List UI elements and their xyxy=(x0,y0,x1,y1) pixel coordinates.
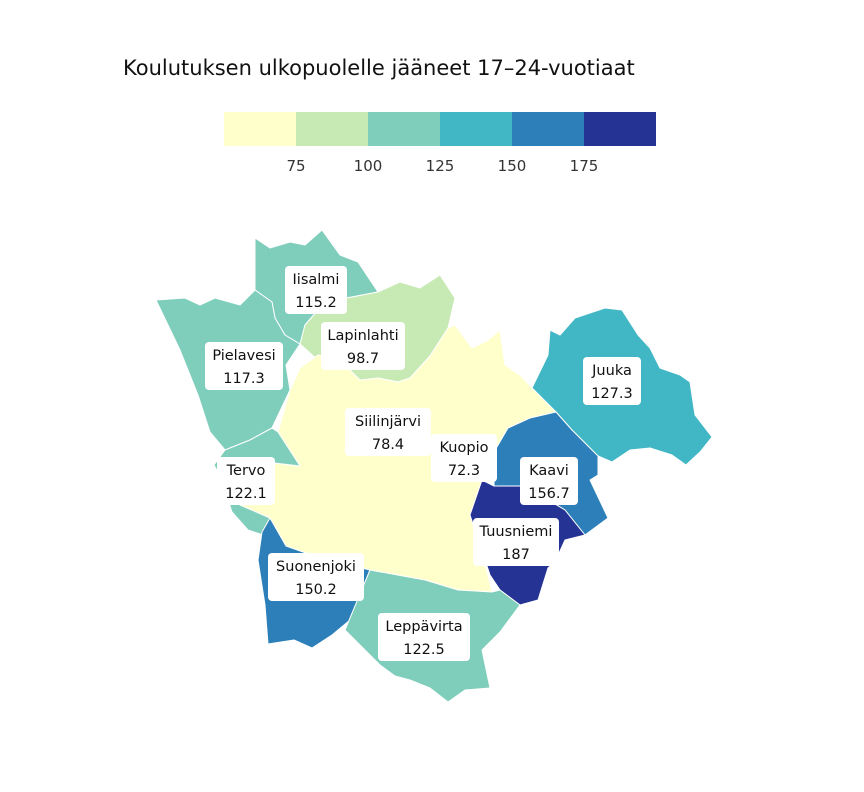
label-siilinjarvi: Siilinjärvi 78.4 xyxy=(345,408,431,456)
region-value-label: 127.3 xyxy=(591,386,633,402)
region-name-label: Leppävirta xyxy=(385,619,462,635)
label-box xyxy=(321,322,405,370)
legend-swatch-4 xyxy=(440,112,512,146)
label-box xyxy=(473,518,559,566)
label-lapinlahti: Lapinlahti 98.7 xyxy=(321,322,405,370)
legend-swatch-5 xyxy=(512,112,584,146)
legend-tick-label: 150 xyxy=(498,157,527,175)
region-value-label: 117.3 xyxy=(223,371,265,387)
label-box xyxy=(268,553,364,601)
region-name-label: Suonenjoki xyxy=(276,559,356,575)
region-name-label: Kuopio xyxy=(440,440,489,456)
legend-swatch-6 xyxy=(584,112,656,146)
region-name-label: Juuka xyxy=(591,363,632,379)
region-value-label: 72.3 xyxy=(448,463,480,479)
region-value-label: 122.1 xyxy=(225,486,267,502)
region-name-label: Kaavi xyxy=(529,463,569,479)
region-value-label: 98.7 xyxy=(347,351,379,367)
region-value-label: 122.5 xyxy=(403,642,445,658)
map-title: Koulutuksen ulkopuolelle jääneet 17–24-v… xyxy=(123,56,635,80)
region-name-label: Pielavesi xyxy=(212,348,275,364)
label-box xyxy=(205,342,283,390)
label-pielavesi: Pielavesi 117.3 xyxy=(205,342,283,390)
legend-swatch-3 xyxy=(368,112,440,146)
region-name-label: Lapinlahti xyxy=(327,328,398,344)
label-suonenjoki: Suonenjoki 150.2 xyxy=(268,553,364,601)
region-labels: Iisalmi 115.2 Lapinlahti 98.7 Pielavesi 117.3… xyxy=(205,266,641,661)
legend-swatch-1 xyxy=(224,112,296,146)
color-legend: 75 100 125 150 175 xyxy=(224,112,656,175)
label-box xyxy=(520,457,578,505)
label-box xyxy=(583,357,641,405)
region-value-label: 150.2 xyxy=(295,582,337,598)
legend-tick-label: 125 xyxy=(426,157,455,175)
legend-tick-label: 100 xyxy=(354,157,383,175)
label-tervo: Tervo 122.1 xyxy=(217,457,275,505)
region-value-label: 156.7 xyxy=(528,486,570,502)
label-box xyxy=(378,613,470,661)
label-kaavi: Kaavi 156.7 xyxy=(520,457,578,505)
region-name-label: Siilinjärvi xyxy=(355,414,421,430)
label-box xyxy=(285,266,347,314)
legend-swatch-2 xyxy=(296,112,368,146)
label-leppavirta: Leppävirta 122.5 xyxy=(378,613,470,661)
legend-tick-label: 175 xyxy=(570,157,599,175)
label-box xyxy=(431,434,497,482)
label-box xyxy=(217,457,275,505)
region-name-label: Iisalmi xyxy=(293,272,340,288)
label-iisalmi: Iisalmi 115.2 xyxy=(285,266,347,314)
region-value-label: 187 xyxy=(502,547,530,563)
region-name-label: Tuusniemi xyxy=(479,524,553,540)
label-box xyxy=(345,408,431,456)
region-value-label: 115.2 xyxy=(295,295,337,311)
legend-tick-label: 75 xyxy=(286,157,305,175)
label-kuopio: Kuopio 72.3 xyxy=(431,434,497,482)
label-juuka: Juuka 127.3 xyxy=(583,357,641,405)
region-value-label: 78.4 xyxy=(372,437,404,453)
region-name-label: Tervo xyxy=(226,463,266,479)
label-tuusniemi: Tuusniemi 187 xyxy=(473,518,559,566)
